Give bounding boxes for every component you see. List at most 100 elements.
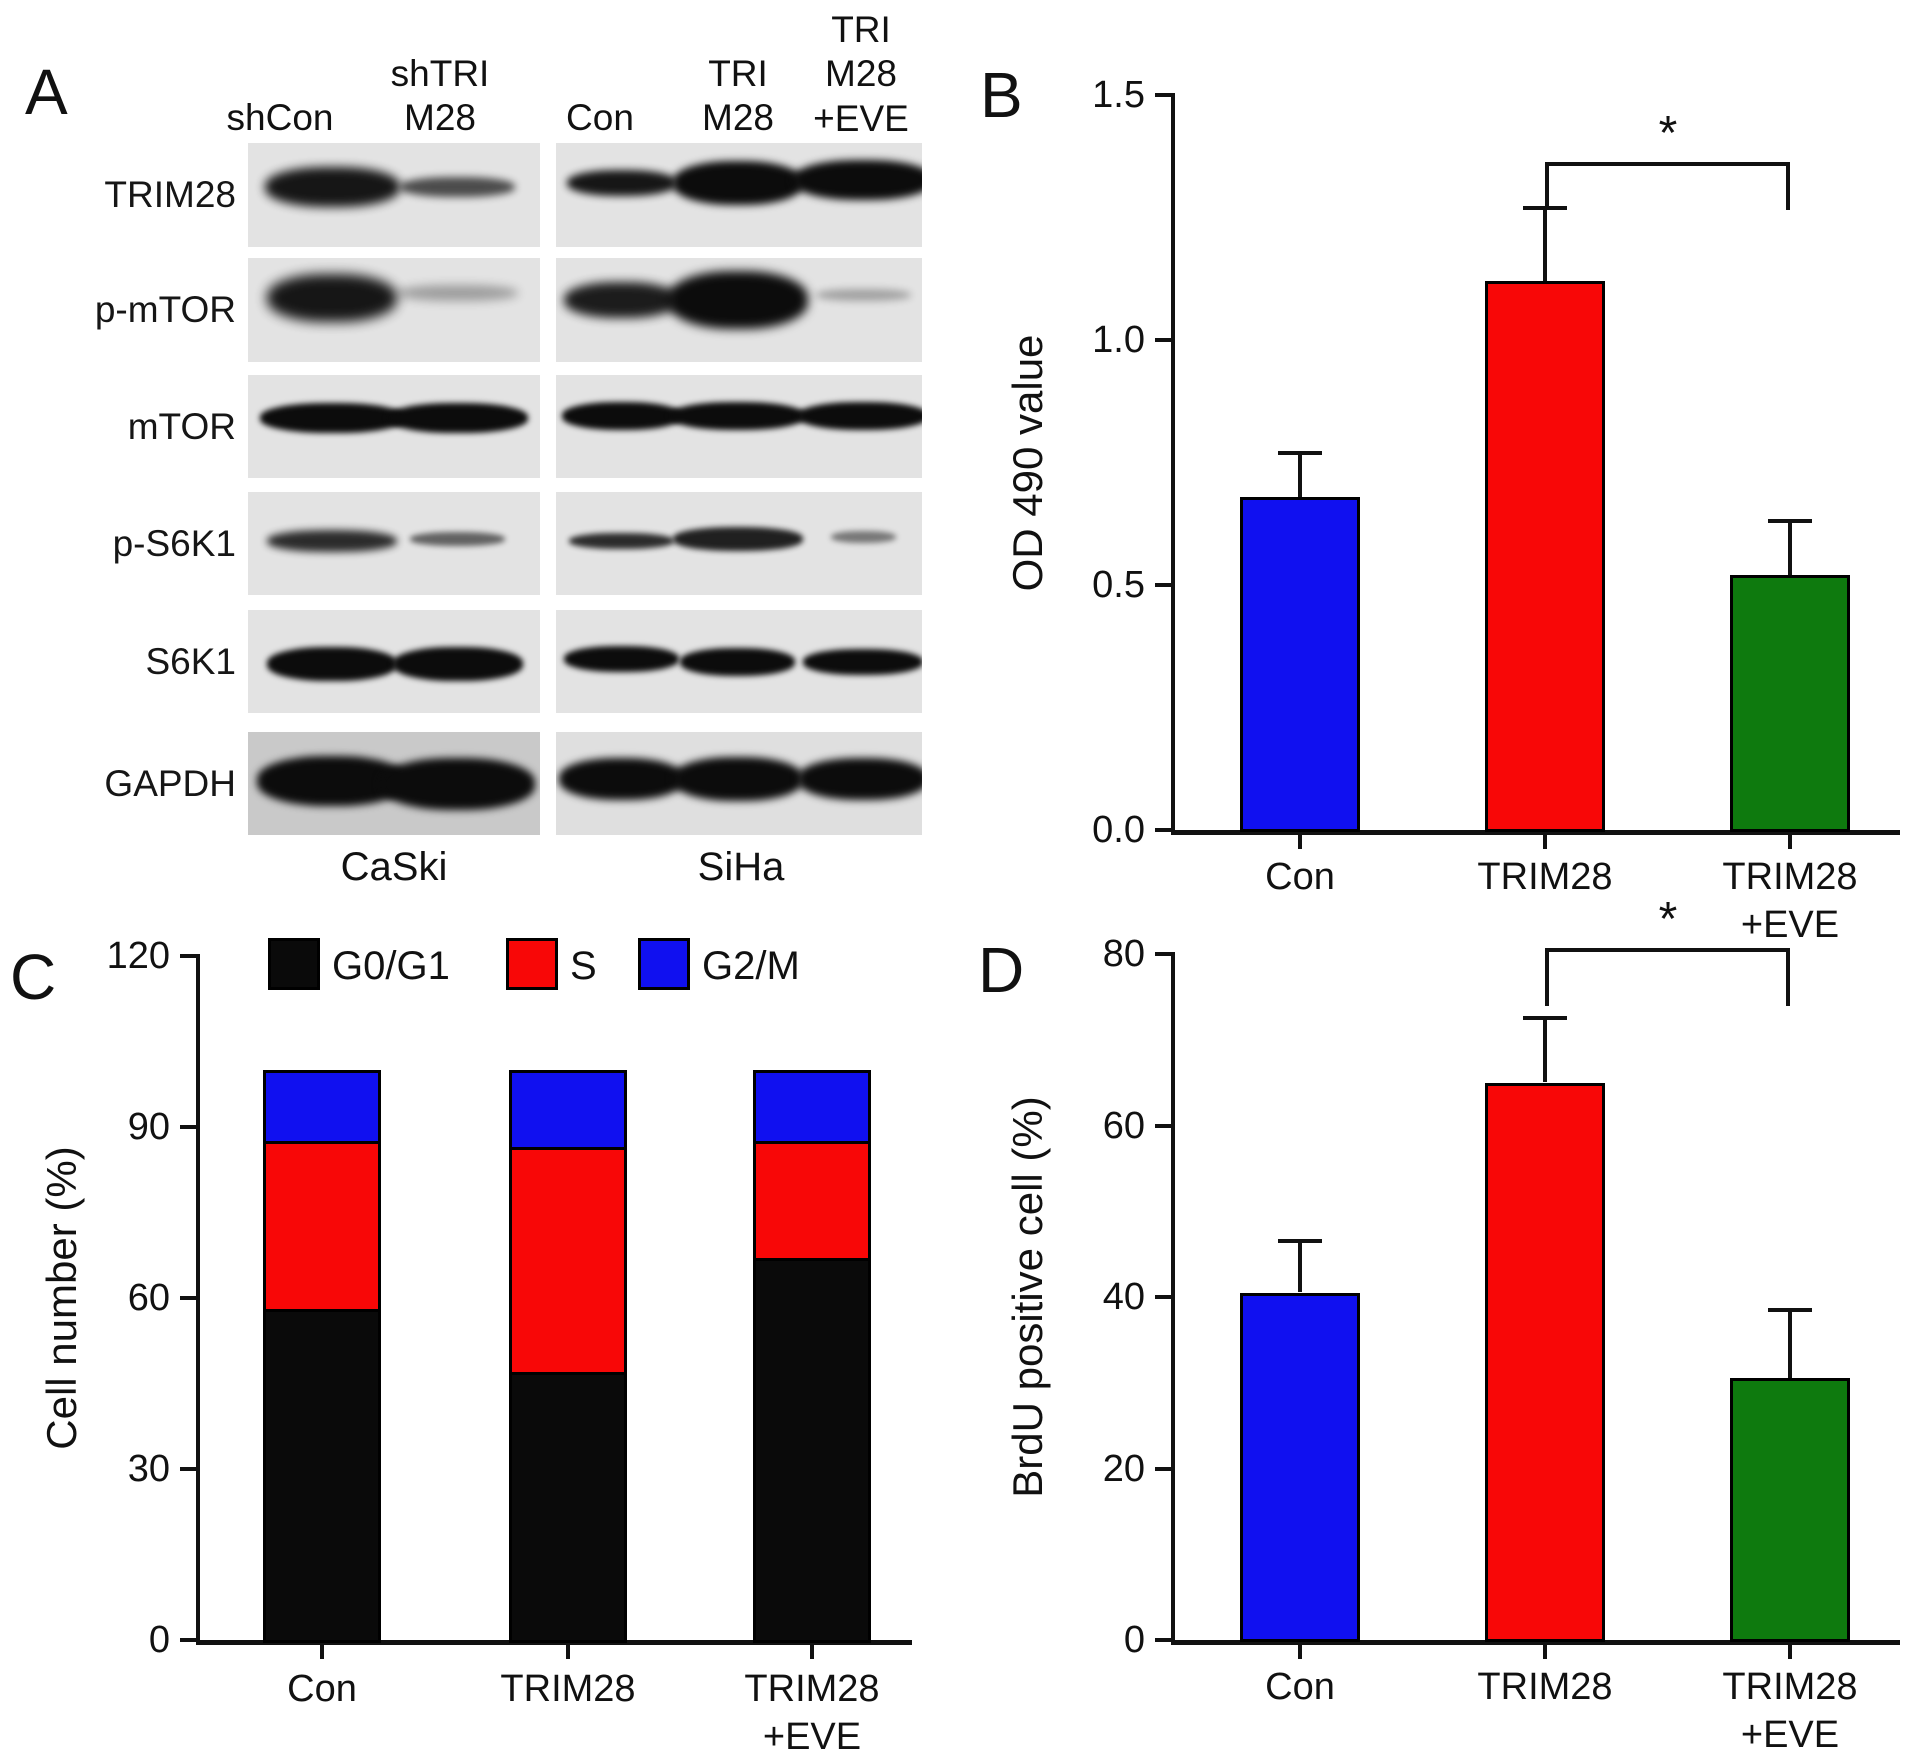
x-tick (1298, 835, 1302, 849)
bar (1240, 497, 1360, 832)
protein-band (569, 533, 674, 549)
y-tick (180, 1467, 196, 1471)
protein-band (673, 161, 803, 205)
stacked-segment (509, 1147, 627, 1375)
error-bar-cap (1768, 1308, 1812, 1312)
blot-row-label: GAPDH (104, 763, 236, 804)
protein-band (410, 532, 505, 546)
bar (1730, 1378, 1850, 1642)
protein-band (831, 531, 896, 543)
y-tick (1155, 338, 1171, 342)
blot-row-label: p-S6K1 (112, 523, 236, 564)
blot-strip-siha (556, 375, 922, 478)
protein-band (803, 649, 922, 675)
stacked-bar-chart-cell-cycle: 0 30 60 90 120 Cell number (%) Con TRIM28 TRIM28… (38, 935, 912, 1757)
legend-label: G2/M (702, 944, 800, 988)
stacked-segment (509, 1372, 627, 1643)
blot-lane-header: shTRI M28 (390, 53, 490, 139)
cell-line-label: SiHa (697, 845, 785, 889)
protein-band (793, 160, 922, 200)
x-tick (1543, 835, 1547, 849)
error-bar-cap (1523, 1016, 1567, 1020)
x-category-label: TRIM28 +EVE (1722, 1666, 1858, 1756)
x-category-label: TRIM28 (1477, 856, 1613, 898)
x-tick (1788, 835, 1792, 849)
x-tick (1788, 1645, 1792, 1659)
protein-band (267, 647, 397, 681)
protein-band (668, 271, 808, 329)
blot-strip-siha (556, 492, 922, 595)
y-tick (1155, 583, 1171, 587)
y-axis (1171, 93, 1175, 834)
y-tick-label: 1.5 (1092, 74, 1145, 116)
stacked-segment (753, 1141, 871, 1261)
y-tick (180, 1125, 196, 1129)
blot-strip-caski (248, 492, 540, 595)
blot-lane-header: Con (566, 97, 634, 138)
panel-a-letter: A (25, 56, 68, 128)
error-bar-line (1543, 208, 1547, 281)
protein-band (673, 757, 803, 801)
protein-band (393, 647, 523, 681)
protein-band (680, 648, 795, 676)
protein-band (400, 177, 515, 197)
y-tick (180, 954, 196, 958)
protein-band (798, 758, 922, 800)
y-tick-label: 0.0 (1092, 809, 1145, 851)
bar (1730, 575, 1850, 832)
protein-band (267, 274, 397, 322)
x-tick (810, 1645, 814, 1659)
y-tick-label: 0 (1123, 1619, 1145, 1661)
panel-b-letter: B (980, 59, 1023, 131)
x-category-label: TRIM28 +EVE (744, 1668, 880, 1757)
y-tick-label: 20 (1102, 1448, 1145, 1490)
error-bar-line (1298, 453, 1302, 497)
panel-d-letter: D (978, 934, 1025, 1006)
x-category-label: TRIM28 (1477, 1666, 1613, 1708)
blot-strip-caski (248, 732, 540, 835)
protein-band (559, 758, 684, 800)
y-tick (180, 1638, 196, 1642)
stacked-segment (263, 1141, 381, 1312)
protein-band (267, 530, 397, 552)
x-tick (566, 1645, 570, 1659)
y-tick-label: 40 (1102, 1276, 1145, 1318)
x-tick (320, 1645, 324, 1659)
y-axis (1171, 952, 1175, 1644)
legend-swatch (638, 938, 690, 990)
bar (1485, 1083, 1605, 1642)
y-tick (1155, 828, 1171, 832)
error-bar-cap (1278, 451, 1322, 455)
significance-bracket (1545, 162, 1790, 210)
bar (1485, 281, 1605, 832)
significance-bracket (1545, 948, 1790, 1006)
blot-strip-caski (248, 375, 540, 478)
error-bar-cap (1278, 1239, 1322, 1243)
panel-c-letter: C (10, 941, 57, 1013)
stacked-segment (263, 1309, 381, 1643)
blot-row-label: S6K1 (145, 641, 236, 682)
y-tick (1155, 952, 1171, 956)
protein-band (265, 167, 400, 207)
blot-strip-caski (248, 143, 540, 247)
blot-strip-caski (248, 610, 540, 713)
y-tick (1155, 1124, 1171, 1128)
stacked-segment (263, 1070, 381, 1144)
y-tick-label: 80 (1102, 933, 1145, 975)
blot-lane-header: TRI M28 (702, 53, 774, 139)
bar (1240, 1293, 1360, 1642)
protein-band (260, 403, 405, 433)
x-category-label: Con (287, 1668, 357, 1710)
protein-band (398, 285, 518, 301)
legend-swatch (268, 938, 320, 990)
error-bar-line (1788, 1310, 1792, 1379)
legend-label: G0/G1 (332, 944, 450, 988)
bar-chart-od490: 0.0 0.5 1.0 1.5 OD 490 value Con TRIM28 TRIM28 … (1004, 74, 1900, 946)
protein-band (816, 289, 911, 301)
protein-band (380, 758, 535, 810)
y-tick-label: 120 (106, 935, 170, 977)
blot-row-label: TRIM28 (104, 174, 236, 215)
significance-star: * (1658, 893, 1678, 946)
